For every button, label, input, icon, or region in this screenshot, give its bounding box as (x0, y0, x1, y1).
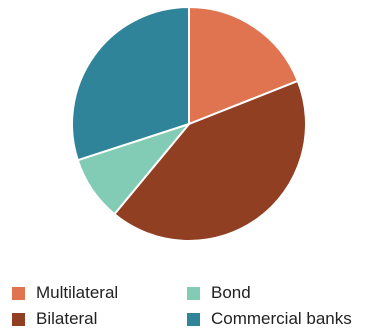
legend-label-bond: Bond (211, 283, 251, 302)
legend-label-multilateral: Multilateral (36, 283, 119, 302)
legend-label-commercial-banks: Commercial banks (211, 309, 352, 328)
legend-label-bilateral: Bilateral (36, 309, 98, 328)
pie-slice-bilateral (113, 79, 307, 242)
legend-item-commercial-banks: Commercial banks (187, 309, 352, 329)
pie-chart (71, 6, 307, 242)
pie-slices (71, 6, 307, 242)
legend-swatch-bilateral (12, 312, 25, 326)
pie-slice-commercial-banks (71, 6, 190, 162)
legend-item-multilateral: Multilateral (12, 283, 118, 303)
legend-item-bilateral: Bilateral (12, 309, 97, 329)
legend-item-bond: Bond (187, 283, 251, 303)
pie-slice-multilateral (188, 6, 299, 125)
legend-swatch-commercial-banks (187, 312, 200, 326)
legend-swatch-bond (187, 286, 200, 300)
legend-swatch-multilateral (12, 286, 25, 300)
legend: Multilateral Bond Bilateral Commercial b… (12, 283, 371, 328)
